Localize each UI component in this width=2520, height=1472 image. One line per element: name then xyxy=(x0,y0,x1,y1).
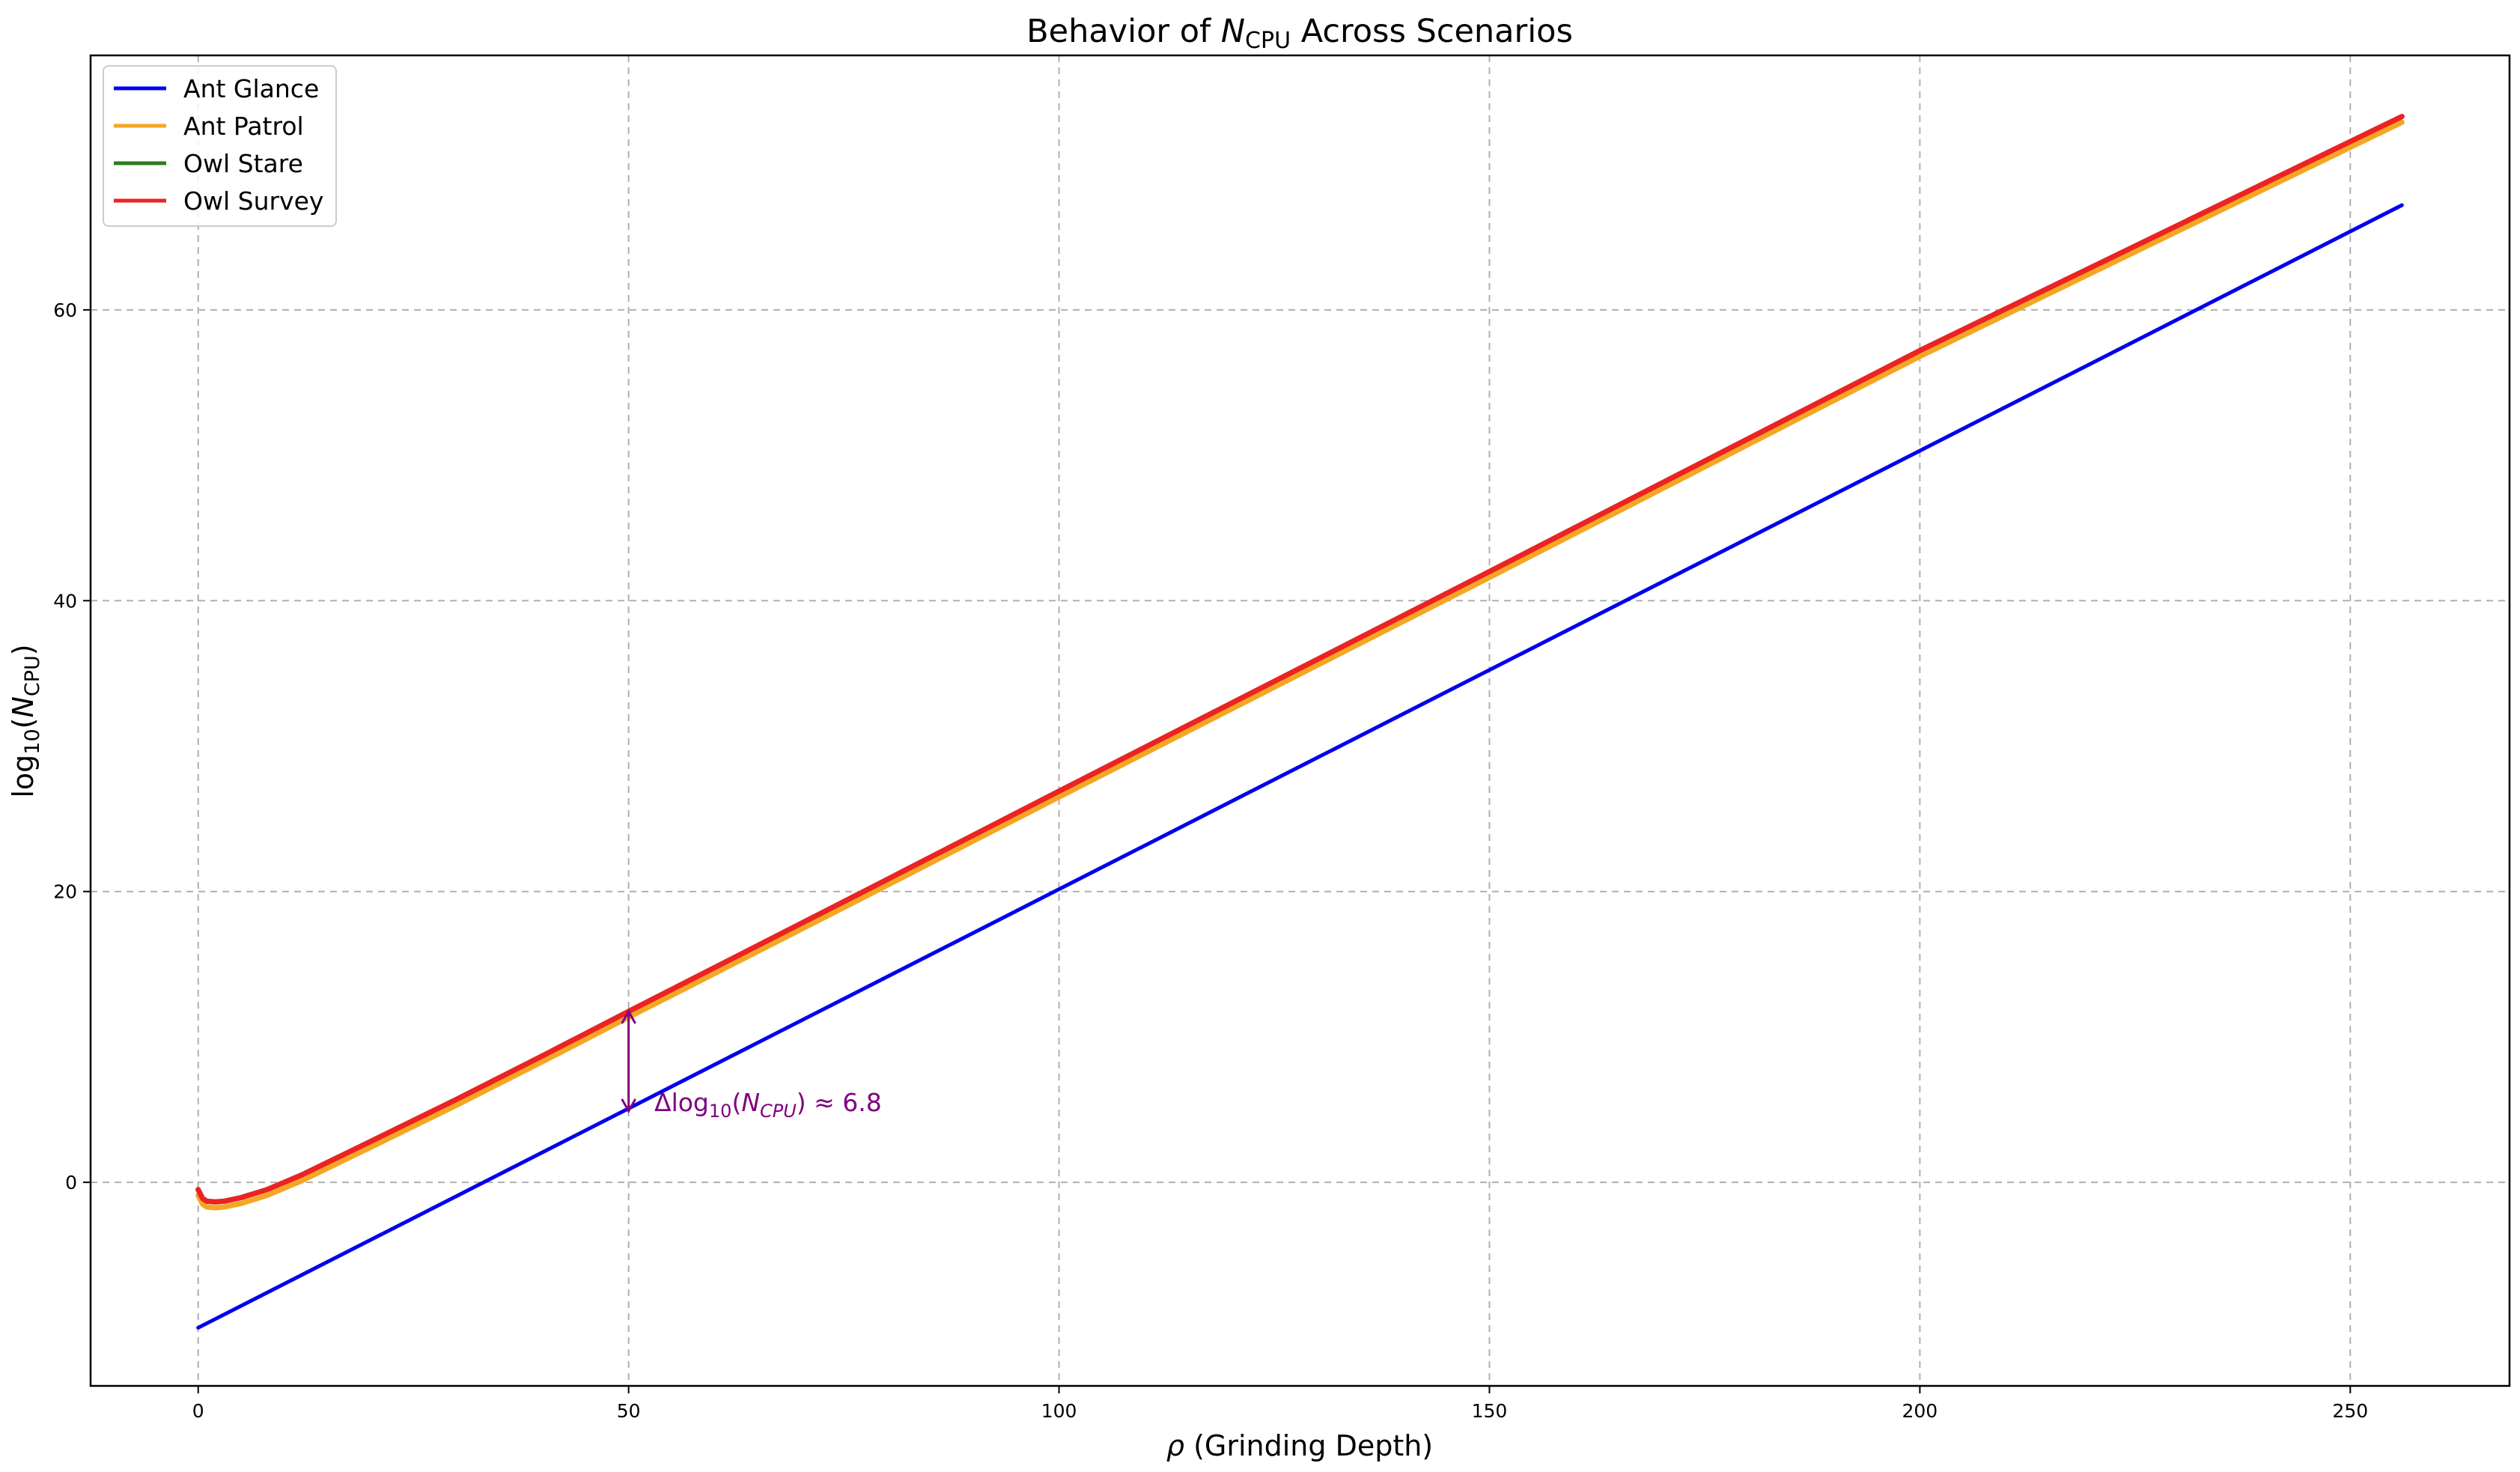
y-axis-open-paren: ( xyxy=(7,718,40,729)
grid xyxy=(91,55,2510,1386)
x-tick-label: 200 xyxy=(1902,1400,1938,1422)
annotation-close-paren: ) xyxy=(797,1088,806,1117)
x-axis-ticks: 0 50 100 150 200 250 xyxy=(192,1386,2368,1422)
annotation-func: log xyxy=(672,1088,709,1117)
series-line-owl-survey xyxy=(195,114,2405,1205)
annotation-approx-value: ≈ 6.8 xyxy=(806,1088,882,1117)
legend: Ant Glance Ant Patrol Owl Stare Owl Survey xyxy=(103,65,337,227)
y-axis-variable-subscript: CPU xyxy=(21,655,44,696)
y-tick-label: 0 xyxy=(65,1172,77,1193)
legend-label-owl-stare: Owl Stare xyxy=(183,149,303,178)
x-tick-label: 250 xyxy=(2332,1400,2368,1422)
difference-annotation: Δlog10(NCPU) ≈ 6.8 xyxy=(621,1009,882,1122)
legend-label-ant-patrol: Ant Patrol xyxy=(183,112,304,141)
annotation-variable-subscript: CPU xyxy=(760,1101,797,1122)
y-axis-ticks: 0 20 40 60 xyxy=(53,299,91,1193)
chart-title: Behavior of NCPU Across Scenarios xyxy=(1026,13,1573,54)
series-line-ant-patrol xyxy=(195,119,2405,1211)
legend-label-ant-glance: Ant Glance xyxy=(183,74,319,103)
annotation-open-paren: ( xyxy=(731,1088,741,1117)
x-tick-label: 0 xyxy=(192,1400,204,1422)
y-tick-label: 20 xyxy=(53,881,77,903)
chart-title-variable-subscript: CPU xyxy=(1245,28,1291,54)
legend-label-owl-survey: Owl Survey xyxy=(183,186,323,216)
x-axis-symbol: ρ xyxy=(1166,1429,1184,1462)
y-tick-label: 60 xyxy=(53,299,77,321)
x-axis-title: ρ (Grinding Depth) xyxy=(1166,1429,1433,1462)
chart-title-suffix: Across Scenarios xyxy=(1291,13,1573,50)
y-axis-variable: N xyxy=(7,696,40,717)
annotation-arrowhead-bottom xyxy=(621,1098,636,1114)
y-axis-func: log xyxy=(7,755,40,798)
plot-frame xyxy=(89,54,2511,1387)
annotation-variable: N xyxy=(741,1088,760,1117)
y-axis-func-subscript: 10 xyxy=(21,729,44,754)
y-axis-close-paren: ) xyxy=(7,644,40,655)
x-tick-label: 50 xyxy=(617,1400,641,1422)
annotation-label: Δlog10(NCPU) ≈ 6.8 xyxy=(654,1088,882,1122)
annotation-delta: Δ xyxy=(654,1088,672,1117)
y-axis-title: log10(NCPU) xyxy=(7,644,44,797)
annotation-func-subscript: 10 xyxy=(709,1101,732,1122)
chart-title-prefix: Behavior of xyxy=(1026,13,1221,50)
legend-box xyxy=(103,65,337,227)
annotation-arrowhead-top xyxy=(621,1009,636,1024)
series-line-ant-glance xyxy=(196,203,2404,1330)
x-tick-label: 150 xyxy=(1472,1400,1508,1422)
chart-title-variable: N xyxy=(1221,13,1245,50)
y-tick-label: 40 xyxy=(53,590,77,612)
series-lines xyxy=(195,114,2405,1330)
x-axis-label: (Grinding Depth) xyxy=(1184,1429,1433,1462)
x-tick-label: 100 xyxy=(1041,1400,1077,1422)
